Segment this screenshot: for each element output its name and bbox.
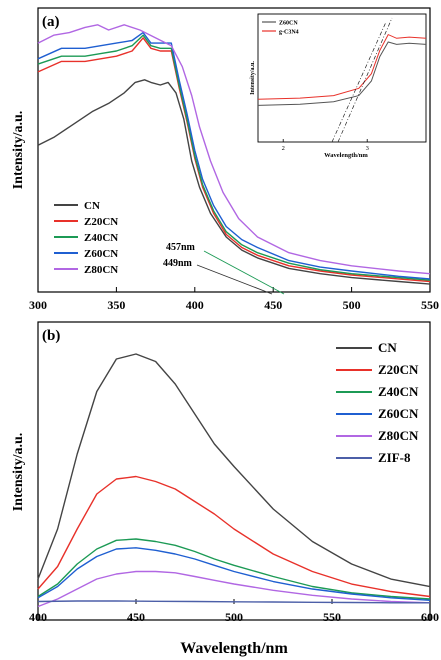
inset-legend: Z60CN g-C3N4: [262, 21, 299, 36]
inset-series: [257, 33, 427, 106]
inset-tangent-2: [331, 21, 387, 143]
panel-b-series: [37, 353, 431, 608]
x-tick-label: 500: [343, 298, 361, 312]
inset-frame: [257, 13, 427, 143]
inset-xlabel: Wavelength/nm: [324, 152, 368, 159]
legend-label-zif-8: ZIF-8: [378, 450, 411, 465]
inset-legend-label-g-c3n4: g-C3N4: [279, 30, 299, 36]
series-line-z60cn: [37, 547, 431, 601]
x-tick-label: 500: [225, 610, 243, 624]
series-line-z80cn: [37, 24, 431, 275]
legend-label-z20cn: Z20CN: [378, 362, 419, 377]
series-line-z80cn: [37, 570, 431, 608]
series-line-cn: [37, 353, 431, 588]
inset-ylabel: Intensity/a.u.: [250, 61, 256, 95]
legend-label-cn: CN: [84, 200, 100, 212]
panel-a-frame: [37, 7, 431, 293]
legend-label-z60cn: Z60CN: [84, 248, 118, 260]
legend-label-z80cn: Z80CN: [84, 264, 118, 276]
panel-a-legend: CN Z20CN Z40CN Z60CN Z80CN: [54, 200, 118, 276]
x-tick-label: 300: [29, 298, 47, 312]
series-line-z40cn: [37, 34, 431, 281]
x-tick-label: 550: [421, 298, 439, 312]
panel-a-series: [37, 24, 431, 285]
annotation-449-line: [196, 264, 273, 295]
inset-series-line-z60cn: [257, 41, 427, 106]
legend-label-z40cn: Z40CN: [84, 232, 118, 244]
x-tick-label: 450: [127, 610, 145, 624]
panel-b-xlabel: Wavelength/nm: [180, 640, 288, 657]
x-tick-label: 400: [29, 610, 47, 624]
annotation-449nm: 449nm: [163, 258, 193, 269]
series-line-zif-8: [37, 600, 430, 604]
x-tick-label: 450: [264, 298, 282, 312]
panel-a-label: (a): [42, 14, 60, 30]
legend-label-cn: CN: [378, 340, 397, 355]
series-line-z40cn: [37, 538, 431, 600]
legend-label-z20cn: Z20CN: [84, 216, 118, 228]
series-line-z20cn: [37, 475, 431, 598]
panel-b-x-ticks: 400 450 500 550 600: [29, 599, 439, 624]
series-line-z60cn: [37, 31, 431, 280]
legend-label-z80cn: Z80CN: [378, 428, 419, 443]
panel-a: (a) Intensity/a.u. 300 350 400 450 500 550 CN…: [11, 7, 439, 312]
x-tick-label: 600: [421, 610, 439, 624]
x-tick-label: 350: [107, 298, 125, 312]
x-tick-label: 400: [186, 298, 204, 312]
panel-b-frame: [37, 321, 431, 621]
inset-series-line-g-c3n4: [257, 33, 427, 100]
panel-b: (b) Intensity/a.u. Wavelength/nm 400 450 5…: [11, 321, 439, 657]
panel-b-legend: CN Z20CN Z40CN Z60CN Z80CN ZIF-8: [336, 340, 419, 465]
panel-a-x-ticks: 300 350 400 450 500 550: [29, 287, 439, 312]
annotation-457-line: [203, 250, 285, 295]
panel-b-ylabel: Intensity/a.u.: [11, 433, 26, 512]
inset-tick-label: 2: [282, 145, 285, 152]
x-tick-label: 550: [323, 610, 341, 624]
legend-label-z60cn: Z60CN: [378, 406, 419, 421]
panel-a-ylabel: Intensity/a.u.: [11, 111, 26, 190]
annotation-457nm: 457nm: [166, 242, 196, 253]
inset-tick-label: 3: [366, 145, 369, 152]
legend-label-z40cn: Z40CN: [378, 384, 419, 399]
panel-b-label: (b): [42, 328, 60, 344]
series-line-cn: [37, 79, 431, 285]
inset-legend-label-z60cn: Z60CN: [279, 21, 298, 27]
